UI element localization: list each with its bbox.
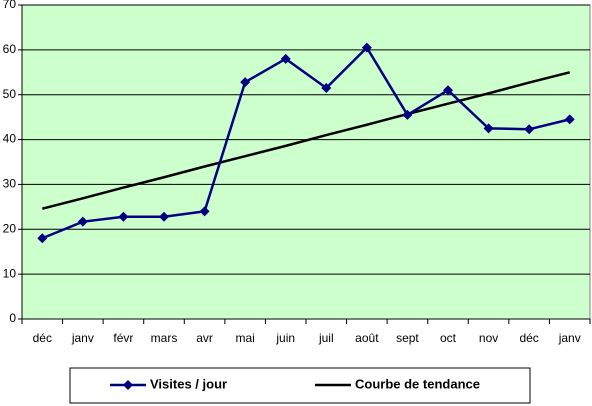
data-point [524, 124, 535, 135]
y-tick-label: 70 [3, 0, 17, 11]
y-tick-label: 60 [3, 42, 17, 56]
x-tick-label: déc [519, 331, 538, 345]
y-tick-label: 30 [3, 177, 17, 191]
x-tick-label: déc [33, 331, 52, 345]
y-tick-label: 50 [3, 87, 17, 101]
data-point [321, 82, 332, 93]
x-tick-label: avr [196, 331, 213, 345]
series-line [41, 71, 571, 210]
data-point [280, 53, 291, 64]
plot-area [21, 4, 591, 320]
legend-label: Visites / jour [150, 376, 227, 391]
y-tick-label: 40 [3, 132, 17, 146]
x-tick-label: janv [558, 331, 581, 345]
x-tick-label: févr [113, 331, 133, 345]
legend: Visites / jour Courbe de tendance [110, 376, 480, 391]
data-point [159, 211, 169, 222]
data-point [77, 216, 88, 227]
data-point [361, 42, 372, 53]
data-point [199, 206, 210, 217]
series-line [41, 45, 571, 240]
x-tick-label: mai [235, 331, 254, 345]
x-tick-label: juil [318, 331, 334, 345]
legend-label: Courbe de tendance [355, 376, 480, 391]
x-tick-label: sept [396, 331, 419, 345]
y-tick-label: 20 [3, 221, 17, 235]
data-point [402, 109, 413, 120]
x-tick-label: mars [151, 331, 178, 345]
data-point [443, 85, 453, 96]
x-tick-label: nov [479, 331, 498, 345]
x-tick-label: juin [275, 331, 295, 345]
legend-marker [123, 380, 133, 390]
x-tick-label: janv [71, 331, 94, 345]
legend-box [69, 367, 531, 404]
y-tick-label: 0 [9, 311, 16, 325]
x-tick-label: oct [440, 331, 457, 345]
data-point [564, 114, 575, 125]
data-point [118, 211, 129, 222]
data-point [37, 233, 48, 244]
y-tick-label: 10 [3, 266, 17, 280]
x-tick-label: août [355, 331, 379, 345]
data-point [483, 123, 494, 134]
data-point [240, 77, 251, 88]
